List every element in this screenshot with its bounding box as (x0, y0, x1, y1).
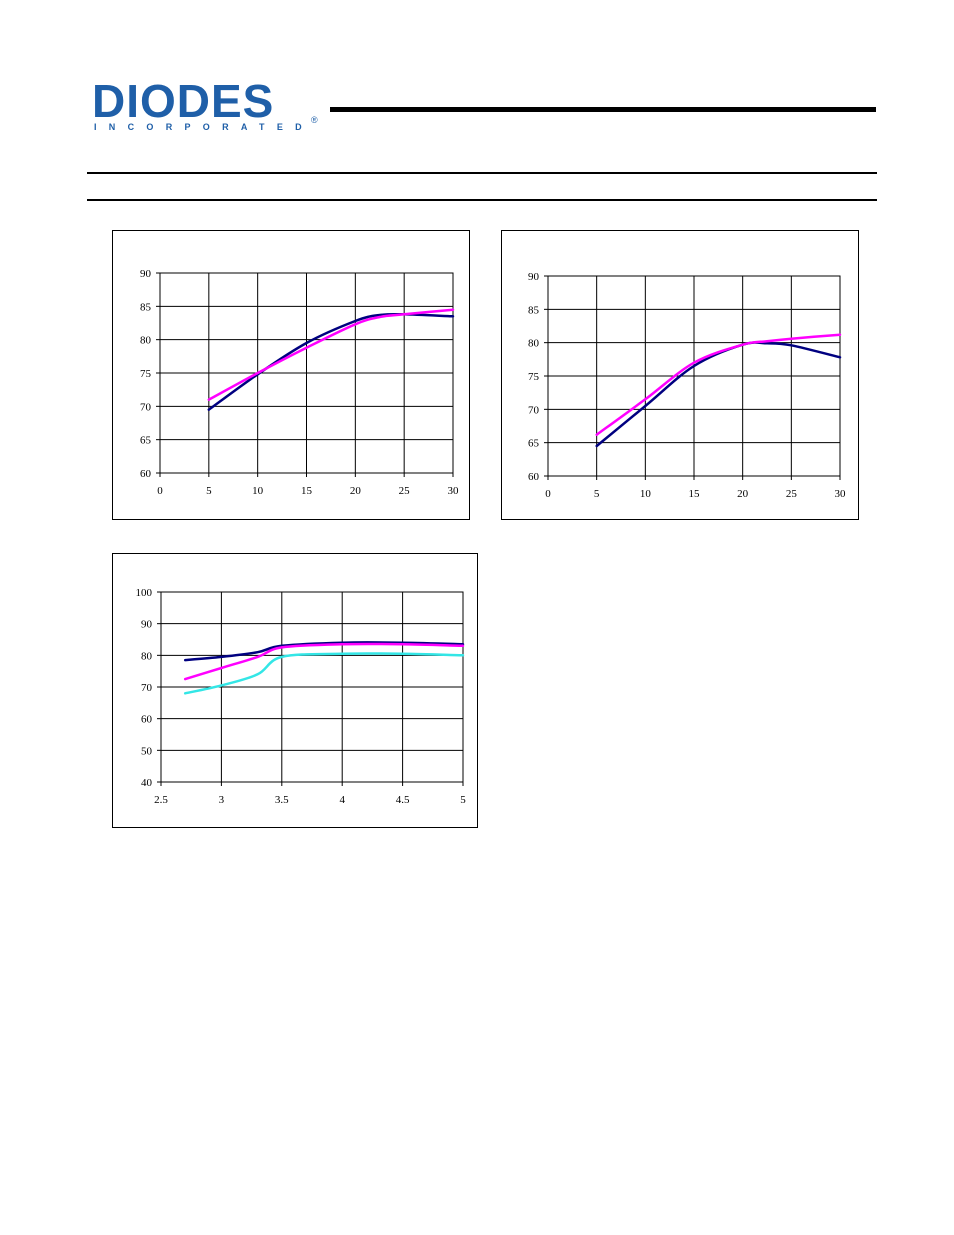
series-line-2 (595, 333, 842, 436)
y-tick-label: 70 (141, 682, 153, 694)
header-rule (330, 107, 876, 112)
x-tick-label: 0 (157, 485, 163, 497)
x-tick-label: 5 (594, 488, 600, 500)
y-tick-label: 85 (528, 304, 540, 316)
series-line-1 (183, 641, 465, 662)
chart-1-svg: 0 5 10 15 20 25 30 60 65 70 75 80 85 90 (140, 268, 460, 497)
logo-wordmark: DIODES (92, 75, 275, 127)
chart-panel-1: 0 5 10 15 20 25 30 60 65 70 75 80 85 90 (112, 230, 470, 520)
y-tick-label: 100 (136, 587, 153, 599)
x-tick-label: 10 (640, 488, 652, 500)
x-tick-label: 2.5 (154, 794, 168, 806)
chart-2-svg: 0 5 10 15 20 25 30 60 65 70 75 80 85 90 (528, 271, 847, 500)
y-tick-label: 85 (140, 301, 152, 313)
registered-mark: ® (311, 115, 318, 125)
y-tick-label: 65 (140, 435, 152, 447)
chart-panel-3: 2.5 3 3.5 4 4.5 5 40 50 60 70 80 90 100 (112, 553, 478, 828)
y-tick-label: 75 (140, 368, 152, 380)
y-tick-label: 90 (141, 619, 153, 631)
x-tick-label: 20 (737, 488, 749, 500)
y-tick-label: 90 (528, 271, 540, 283)
y-tick-label: 70 (140, 401, 152, 413)
section-rule-bottom (87, 199, 877, 201)
y-tick-label: 60 (140, 468, 152, 480)
x-tick-label: 25 (786, 488, 798, 500)
x-tick-label: 4.5 (396, 794, 410, 806)
y-tick-label: 60 (141, 714, 153, 726)
diodes-logo: DIODES INCORPORATED ® (92, 78, 324, 140)
logo-tagline: INCORPORATED (94, 122, 314, 132)
x-tick-label: 4 (339, 794, 345, 806)
y-tick-label: 60 (528, 471, 540, 483)
x-tick-label: 20 (350, 485, 362, 497)
y-tick-label: 80 (140, 335, 152, 347)
series-line-2 (207, 308, 455, 401)
y-tick-label: 65 (528, 438, 540, 450)
chart-panel-2: 0 5 10 15 20 25 30 60 65 70 75 80 85 90 (501, 230, 859, 520)
x-tick-label: 5 (206, 485, 212, 497)
x-tick-label: 10 (252, 485, 264, 497)
y-tick-label: 80 (528, 338, 540, 350)
x-tick-label: 3.5 (275, 794, 289, 806)
y-tick-label: 75 (528, 371, 540, 383)
chart-3-svg: 2.5 3 3.5 4 4.5 5 40 50 60 70 80 90 100 (136, 587, 467, 806)
x-tick-label: 25 (399, 485, 411, 497)
series-line-2 (183, 642, 465, 681)
x-tick-label: 5 (460, 794, 466, 806)
y-tick-label: 70 (528, 404, 540, 416)
x-tick-label: 0 (545, 488, 551, 500)
y-tick-label: 40 (141, 777, 153, 789)
x-tick-label: 3 (219, 794, 225, 806)
x-tick-label: 30 (835, 488, 847, 500)
y-tick-label: 50 (141, 745, 153, 757)
series-line-3 (183, 652, 465, 695)
y-tick-label: 80 (141, 650, 153, 662)
x-tick-label: 30 (448, 485, 460, 497)
x-tick-label: 15 (689, 488, 701, 500)
y-tick-label: 90 (140, 268, 152, 280)
x-tick-label: 15 (301, 485, 313, 497)
section-rule-top (87, 172, 877, 174)
